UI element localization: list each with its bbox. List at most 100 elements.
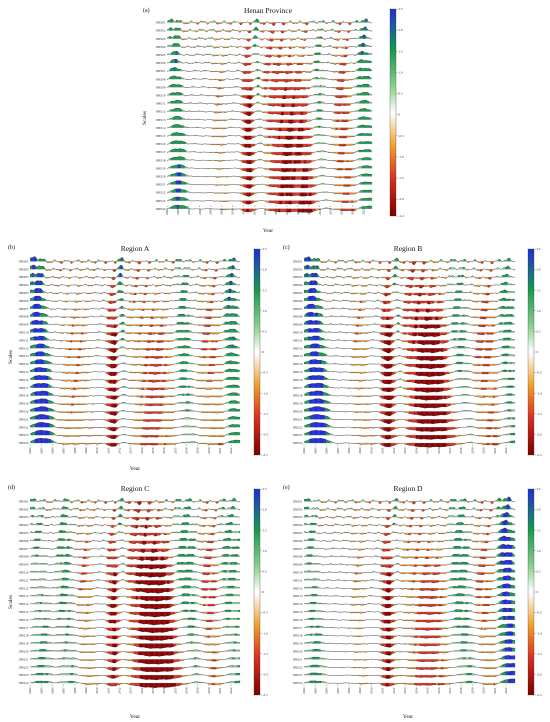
spei-fill-segment — [178, 124, 180, 128]
spei-fill-segment — [296, 22, 298, 24]
spei-fill-segment — [103, 261, 106, 263]
spei-fill-segment — [185, 282, 187, 286]
spei-fill-segment — [216, 160, 218, 161]
spei-fill-segment — [159, 261, 161, 263]
spei-fill-segment — [261, 95, 263, 97]
spei-fill-segment — [298, 95, 300, 98]
spei-fill-segment — [333, 176, 335, 178]
spei-fill-segment — [53, 268, 55, 270]
spei-fill-segment — [311, 152, 313, 154]
spei-fill-segment — [197, 38, 199, 39]
spei-fill-segment — [346, 54, 348, 57]
spei-fill-segment — [320, 21, 322, 23]
spei-fill-segment — [370, 158, 372, 161]
spei-fill-segment — [322, 37, 324, 39]
spei-fill-segment — [282, 79, 284, 82]
spei-fill-segment — [322, 142, 324, 144]
spei-fill-segment — [261, 79, 263, 81]
spei-fill-segment — [359, 76, 361, 80]
spei-fill-segment — [226, 268, 228, 270]
spei-fill-segment — [232, 102, 234, 104]
spei-fill-segment — [241, 22, 243, 24]
spei-fill-segment — [268, 46, 270, 49]
spei-fill-segment — [338, 95, 340, 98]
spei-fill-segment — [343, 71, 345, 74]
spei-fill-segment — [186, 175, 188, 177]
spei-fill-segment — [188, 208, 190, 209]
spei-fill-segment — [76, 292, 78, 295]
spei-fill-segment — [183, 133, 185, 136]
spei-fill-segment — [347, 111, 349, 114]
spei-fill-segment — [298, 152, 300, 156]
spei-fill-segment — [34, 289, 36, 293]
spei-fill-segment — [202, 78, 204, 80]
spei-fill-segment — [266, 79, 268, 82]
spei-fill-segment — [296, 192, 298, 196]
spei-fill-segment — [213, 127, 215, 129]
spei-fill-segment — [347, 135, 349, 138]
spei-fill-segment — [102, 285, 104, 286]
spei-fill-segment — [334, 38, 336, 40]
series-spei14: SPEI14 — [156, 124, 373, 132]
spei-fill-segment — [183, 205, 185, 209]
spei-fill-segment — [368, 149, 370, 153]
spei-fill-segment — [296, 127, 298, 131]
spei-fill-segment — [359, 36, 361, 39]
spei-fill-segment — [330, 29, 332, 31]
spei-fill-segment — [264, 79, 266, 81]
spei-fill-segment — [241, 176, 243, 179]
spei-fill-segment — [256, 69, 258, 72]
spei-fill-segment — [35, 281, 37, 286]
spei-fill-segment — [368, 109, 370, 112]
spei-fill-segment — [118, 266, 120, 270]
spei-fill-segment — [40, 266, 43, 270]
spei-fill-segment — [322, 20, 324, 23]
spei-fill-segment — [153, 292, 155, 294]
spei-fill-segment — [307, 176, 309, 180]
spei-fill-segment — [205, 62, 207, 63]
spei-fill-segment — [265, 127, 267, 130]
spei-fill-segment — [160, 277, 162, 278]
spei-fill-segment — [85, 268, 87, 270]
spei-fill-segment — [291, 38, 293, 41]
spei-fill-segment — [252, 21, 254, 23]
spei-fill-segment — [277, 54, 279, 57]
spei-fill-segment — [184, 182, 186, 185]
spei-fill-segment — [268, 54, 270, 58]
spei-fill-segment — [306, 54, 308, 56]
spei-fill-segment — [335, 22, 337, 24]
spei-fill-segment — [266, 168, 268, 170]
spei-fill-segment — [322, 127, 324, 128]
spei-fill-segment — [258, 85, 260, 88]
spei-fill-segment — [331, 127, 333, 129]
spei-fill-segment — [238, 62, 240, 63]
spei-fill-segment — [303, 87, 305, 90]
spei-fill-segment — [305, 176, 307, 180]
spei-fill-segment — [175, 43, 177, 47]
spei-fill-segment — [368, 141, 370, 144]
spei-fill-segment — [175, 124, 177, 128]
spei-fill-segment — [304, 160, 306, 164]
spei-fill-segment — [319, 151, 321, 153]
spei-fill-segment — [293, 22, 295, 24]
spei-fill-segment — [245, 46, 247, 49]
spei-fill-segment — [113, 292, 115, 295]
spei-fill-segment — [314, 168, 316, 170]
spei-fill-segment — [271, 208, 273, 211]
spei-fill-segment — [36, 259, 38, 262]
spei-fill-segment — [272, 46, 274, 49]
spei-fill-segment — [256, 53, 258, 55]
spei-fill-segment — [341, 54, 343, 57]
spei-fill-segment — [335, 30, 337, 32]
spei-fill-segment — [48, 269, 50, 271]
spei-fill-segment — [172, 29, 174, 31]
spei-fill-segment — [246, 103, 248, 107]
spei-fill-segment — [285, 143, 287, 148]
spei-fill-segment — [274, 30, 276, 32]
spei-fill-segment — [250, 135, 252, 139]
spei-fill-segment — [212, 62, 214, 64]
spei-fill-segment — [362, 43, 364, 47]
spei-fill-segment — [364, 141, 366, 144]
spei-fill-segment — [292, 176, 294, 180]
spei-fill-segment — [323, 208, 325, 209]
